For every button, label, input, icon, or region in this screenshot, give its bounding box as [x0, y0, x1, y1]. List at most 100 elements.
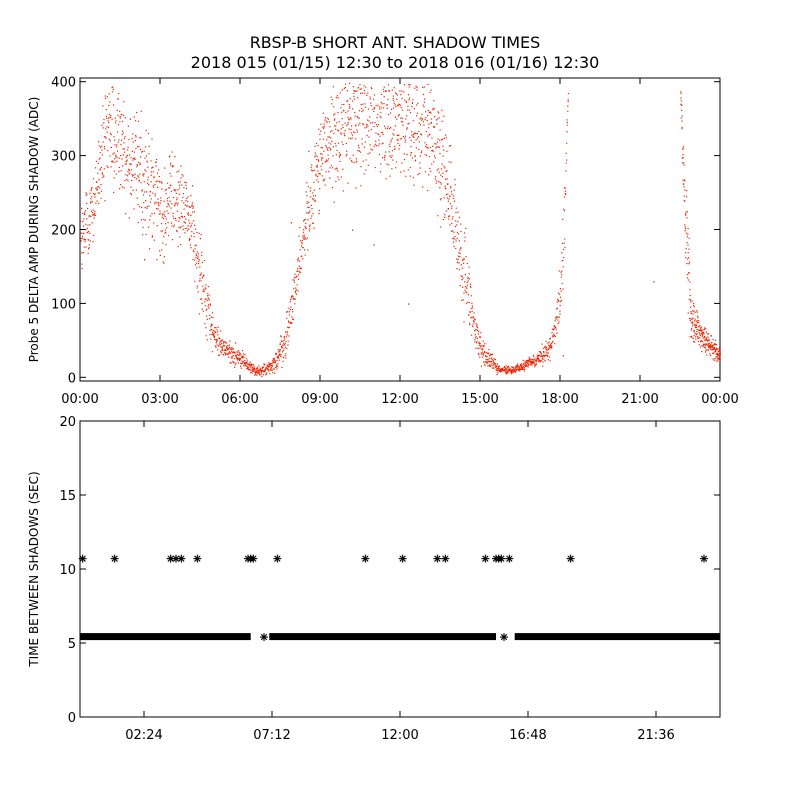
data-point: [362, 123, 364, 125]
data-point: [309, 228, 311, 230]
data-point: [331, 130, 333, 132]
data-point: [695, 323, 697, 325]
data-point: [509, 370, 511, 372]
data-point: [491, 353, 493, 355]
data-point: [186, 205, 188, 207]
data-point: [137, 120, 139, 122]
data-point: [703, 344, 705, 346]
data-point: [340, 128, 342, 130]
data-point: [188, 239, 190, 241]
data-point: [388, 114, 390, 116]
data-point: [291, 295, 293, 298]
data-point: [687, 312, 689, 314]
data-point: [418, 122, 420, 124]
data-point: [152, 171, 154, 173]
data-point: [415, 139, 417, 141]
data-point: [403, 170, 405, 172]
data-point: [406, 153, 408, 156]
data-point: [690, 318, 692, 320]
data-point: [265, 368, 267, 370]
data-point: [714, 343, 716, 345]
data-point: [280, 353, 282, 355]
data-point: [492, 360, 494, 362]
data-point: [214, 327, 216, 329]
data-point: [519, 365, 521, 367]
data-point: [694, 318, 696, 320]
data-point: [393, 129, 395, 131]
data-point: [541, 355, 543, 357]
data-point: [402, 121, 404, 123]
data-point: [302, 231, 305, 233]
data-point: [144, 259, 146, 261]
data-point: [275, 354, 277, 356]
data-point: [239, 352, 241, 354]
data-point: [119, 116, 121, 118]
data-point: [163, 256, 165, 258]
data-point: [346, 153, 348, 155]
data-point: [137, 222, 139, 224]
data-point: [164, 211, 166, 213]
data-point: [461, 267, 463, 269]
data-point: [307, 249, 309, 251]
data-point: [150, 160, 152, 162]
data-point: [705, 348, 707, 350]
data-point: [154, 193, 156, 195]
data-point: [407, 123, 409, 125]
data-point: [427, 110, 429, 112]
data-point: [149, 195, 151, 197]
data-point: [689, 261, 691, 263]
data-point: [467, 278, 469, 280]
data-point: [496, 370, 498, 372]
data-point: [494, 362, 496, 364]
data-point: [329, 131, 332, 133]
data-point: [204, 323, 206, 325]
data-point: [489, 361, 491, 363]
data-point: [216, 344, 218, 346]
data-point: [426, 119, 428, 122]
data-point: [554, 343, 556, 345]
data-point: [306, 237, 309, 239]
data-point: [566, 121, 568, 123]
data-point: [347, 123, 349, 125]
data-point: [136, 197, 138, 199]
baseline-band: [269, 633, 496, 641]
data-point: [237, 359, 239, 361]
data-point: [229, 362, 231, 364]
data-point: [232, 355, 234, 357]
data-point: [411, 157, 413, 159]
data-point: [301, 243, 303, 245]
data-point: [151, 235, 153, 237]
data-point: [689, 317, 691, 319]
data-point: [251, 370, 253, 372]
data-point: [171, 151, 173, 153]
data-point: [528, 359, 530, 361]
data-point: [100, 146, 102, 148]
data-point: [101, 145, 103, 147]
data-point: [534, 358, 536, 360]
data-point: [319, 133, 321, 135]
data-point: [481, 353, 483, 355]
data-point: [230, 357, 232, 359]
data-point: [114, 117, 116, 119]
data-point: [457, 211, 459, 213]
data-point: [316, 164, 318, 166]
data-point: [226, 347, 228, 349]
data-point: [159, 254, 161, 256]
data-point: [164, 167, 166, 169]
data-point: [408, 303, 410, 305]
data-point: [90, 189, 92, 191]
data-point: [438, 171, 440, 173]
data-point: [104, 97, 106, 99]
data-point: [380, 107, 383, 109]
data-point: [80, 240, 82, 242]
data-point: [105, 137, 107, 139]
data-point: [171, 225, 173, 227]
data-point: [327, 149, 329, 151]
data-point: [153, 212, 156, 214]
data-point: [682, 154, 684, 156]
data-point: [171, 239, 174, 241]
data-point: [548, 348, 550, 350]
data-point: [132, 159, 134, 161]
data-point: [530, 358, 532, 360]
